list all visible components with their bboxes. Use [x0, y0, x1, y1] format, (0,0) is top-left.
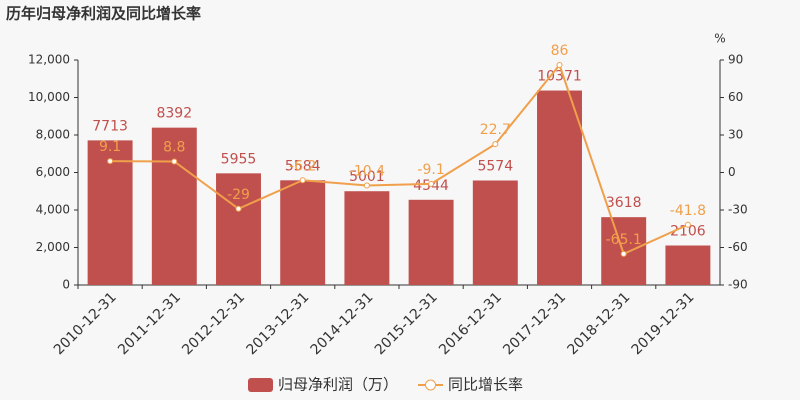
y-tick-label: 12,000 [28, 53, 70, 67]
legend-label[interactable]: 同比增长率 [448, 376, 523, 394]
y2-tick-label: -30 [728, 203, 748, 217]
bar [537, 90, 582, 285]
y-tick-label: 0 [62, 278, 70, 292]
line-point [492, 141, 499, 148]
line [110, 62, 689, 256]
line-point [620, 250, 627, 257]
line-value-label: 8.8 [163, 140, 185, 156]
line-point [235, 205, 242, 212]
bar [472, 180, 518, 285]
y2-tick-label: 30 [728, 128, 743, 142]
bar [151, 127, 197, 286]
bar-value-label: 8392 [156, 106, 192, 122]
bar-value-label: 10371 [537, 69, 582, 85]
y2-tick-label: 90 [728, 53, 743, 67]
legend-swatch [248, 378, 273, 392]
y-tick-label: 10,000 [28, 90, 70, 104]
line-value-label: -65.1 [606, 232, 642, 248]
line-point [171, 158, 178, 165]
line-value-label: -41.8 [670, 203, 706, 219]
bar-value-label: 2106 [670, 224, 706, 240]
line-value-label: -29 [227, 187, 250, 203]
bar-value-label: 5584 [285, 158, 321, 174]
bar [408, 199, 454, 285]
y2-tick-label: 60 [728, 90, 743, 104]
legend-label[interactable]: 归母净利润（万） [278, 376, 398, 394]
chart-title: 历年归母净利润及同比增长率 [6, 5, 201, 23]
bar-value-label: 3618 [606, 195, 642, 211]
line-value-label: 9.1 [99, 139, 121, 155]
bar [216, 173, 261, 285]
bar [87, 140, 133, 285]
y2-tick-label: 0 [728, 165, 736, 179]
bar-value-label: 5574 [477, 158, 513, 174]
line-value-label: -6.2 [289, 158, 316, 174]
y-tick-label: 4,000 [36, 203, 70, 217]
y2-tick-label: -90 [728, 278, 748, 292]
bar-value-label: 7713 [92, 118, 128, 134]
line-point [556, 62, 563, 68]
line-point [363, 182, 370, 189]
bar [344, 191, 390, 285]
line-value-label: -10.4 [349, 164, 385, 180]
line-value-label: -9.1 [417, 162, 444, 178]
bar-value-label: 5001 [349, 169, 385, 185]
y-tick-label: 6,000 [36, 165, 70, 179]
line-value-label: 22.7 [480, 122, 511, 138]
line-point [299, 177, 306, 184]
legend-swatch [425, 379, 437, 391]
y-tick-label: 8,000 [36, 128, 70, 142]
y-tick-label: 2,000 [36, 240, 70, 254]
line-point [428, 180, 435, 187]
bar [665, 245, 711, 285]
y2-tick-label: -60 [728, 240, 748, 254]
line-point [684, 221, 691, 228]
bar-value-label: 5955 [221, 151, 257, 167]
y2-axis-label: % [714, 32, 725, 46]
line-point [107, 158, 114, 165]
line-value-label: 86 [551, 43, 569, 59]
bar [280, 180, 326, 285]
